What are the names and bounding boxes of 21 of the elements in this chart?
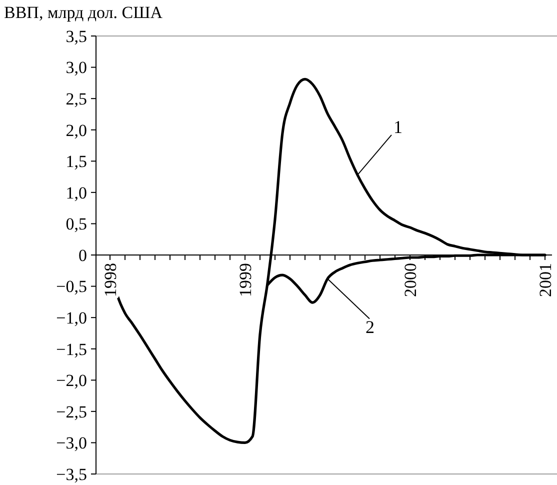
y-tick-label: −3,0 (56, 434, 87, 453)
x-tick-label: 2001 (536, 263, 555, 297)
y-tick-label: 1,0 (66, 183, 87, 202)
y-tick-label: −0,5 (56, 277, 87, 296)
y-tick-label: −2,0 (56, 371, 87, 390)
y-tick-label: −3,5 (56, 464, 87, 484)
y-tick-label: 2,5 (66, 90, 87, 109)
legend-label: 2 (366, 316, 374, 337)
y-tick-label: 0 (78, 246, 87, 265)
y-tick-label: 2,0 (66, 120, 87, 140)
y-tick-label: 0,5 (66, 214, 87, 234)
y-tick-label: 3,5 (66, 26, 87, 46)
y-tick-label: −1,5 (56, 340, 87, 359)
x-tick-label: 2000 (400, 263, 420, 297)
y-axis-title: ВВП, млрд дол. США (4, 3, 164, 22)
y-tick-label: 3,0 (66, 58, 87, 78)
y-tick-label: −1,0 (56, 308, 87, 328)
x-tick-label: 1999 (236, 263, 255, 297)
text: 1 (394, 116, 402, 137)
y-tick-label: −2,5 (56, 402, 87, 422)
y-tick-label: 1,5 (66, 152, 87, 172)
